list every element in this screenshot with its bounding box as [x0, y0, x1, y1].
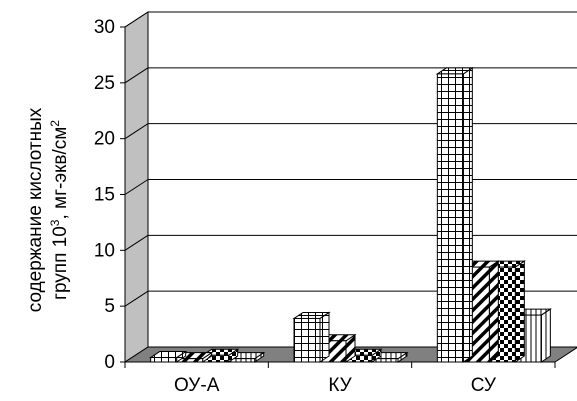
- y-tick-label: 15: [94, 185, 115, 206]
- bar-side: [514, 260, 525, 363]
- y-tick-label: 10: [94, 240, 115, 261]
- y-tick-label: 25: [94, 73, 115, 94]
- y-axis-label-superscript-2: 2: [48, 120, 62, 127]
- bar: [292, 311, 331, 363]
- bar-side: [488, 260, 499, 363]
- bar-side: [540, 308, 551, 363]
- y-axis-label-superscript: 3: [48, 219, 62, 226]
- y-tick-label: 20: [94, 129, 115, 150]
- gridline-side: [124, 67, 149, 84]
- bar-side: [319, 311, 330, 363]
- y-axis-label: содержание кислотных групп 103, мг-экв/с…: [25, 107, 71, 312]
- y-axis-label-line1: содержание кислотных: [25, 107, 46, 312]
- y-tick-label: 5: [104, 296, 115, 317]
- x-axis: ОУ-А КУ СУ: [124, 361, 556, 396]
- bar: [435, 66, 474, 363]
- y-tick-label: 30: [94, 17, 115, 38]
- bar-side: [462, 66, 473, 363]
- y-axis-label-prefix: групп 10: [50, 226, 71, 300]
- gridline-side: [124, 123, 149, 140]
- gridline-side: [124, 179, 149, 195]
- bar: [149, 350, 188, 363]
- bar-front: [436, 73, 464, 363]
- gridline-side: [124, 234, 149, 251]
- x-tick-label: СУ: [471, 375, 497, 396]
- x-tick-label: КУ: [328, 375, 352, 396]
- y-axis-label-units: , мг-экв/см: [50, 127, 71, 220]
- bars: [149, 66, 552, 363]
- gridline-side: [124, 11, 149, 28]
- y-axis: 0 5 10 15 20 25 30: [94, 17, 126, 373]
- gridline-side: [124, 290, 149, 307]
- x-tick-label: ОУ-А: [174, 375, 220, 396]
- bar-front: [150, 357, 178, 363]
- y-axis-label-line2: групп 103, мг-экв/см2: [48, 120, 71, 300]
- y-tick-label: 0: [104, 352, 115, 373]
- bar-front: [293, 317, 321, 363]
